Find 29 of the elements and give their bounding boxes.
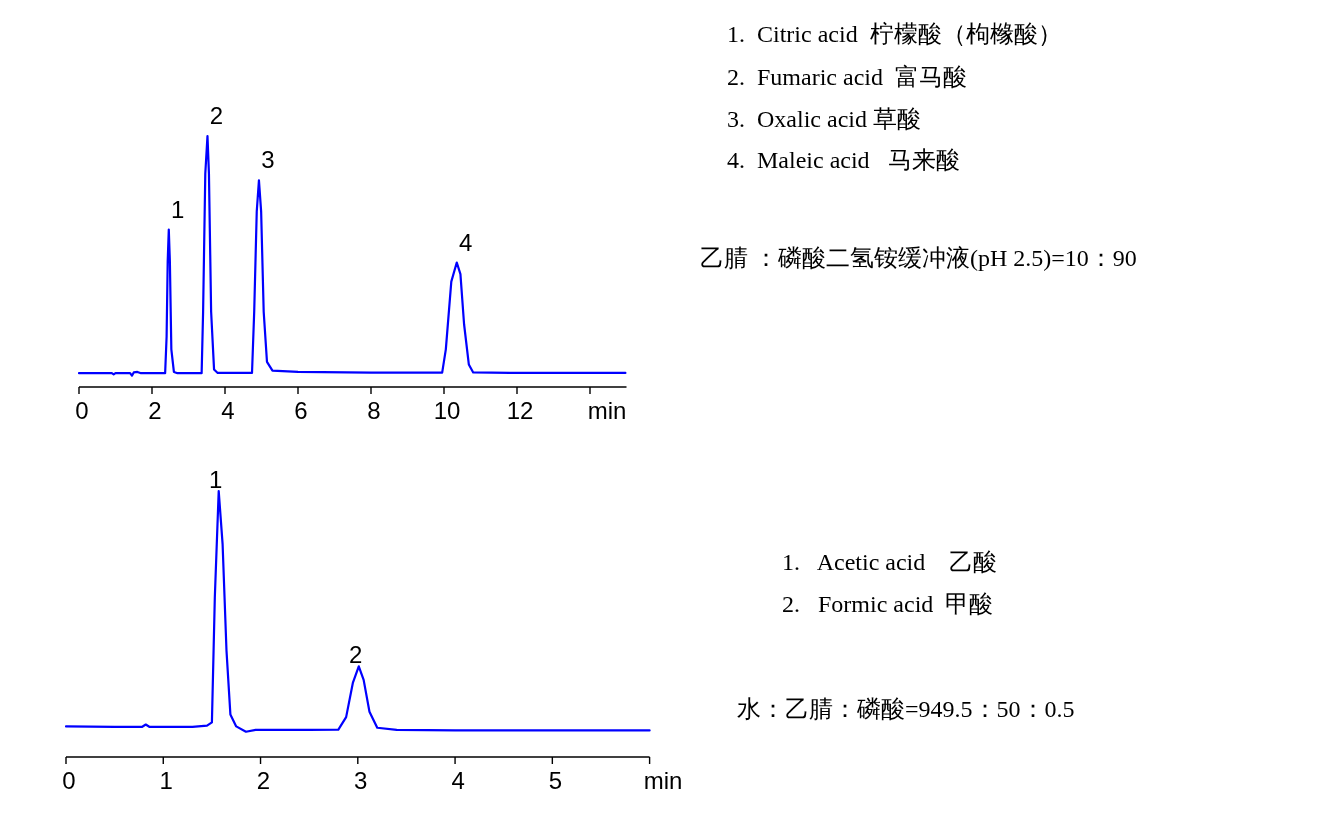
annotation: 1 [171,195,185,223]
annotation: 1 [209,466,223,493]
text: 乙腈 ：磷酸二氢铵缓冲液(pH 2.5)=10：90 [700,245,1137,271]
text: 4. Maleic acid 马来酸 [727,147,960,173]
text: 3. Oxalic acid 草酸 [727,106,921,132]
x-tick-label: 4 [451,767,465,794]
x-tick-label: 2 [256,767,271,794]
x-tick-label: 1 [159,767,173,794]
text: 2. Formic acid 甲酸 [782,591,994,617]
x-tick-label: 0 [62,767,76,794]
x-tick-label: 3 [354,767,368,794]
annotation: 2 [209,102,224,129]
text: 2. Fumaric acid 富马酸 [727,64,967,90]
x-tick-label: 4 [221,397,235,424]
x-tick-label: 8 [367,397,381,424]
x-tick-label: 2 [148,397,162,424]
annotation: 2 [349,641,363,669]
x-tick-label: 6 [294,397,308,424]
text: 1. Citric acid 柠檬酸（枸橼酸） [727,21,1062,47]
annotation: 4 [459,228,473,256]
x-tick-label: 12 [506,397,534,424]
text: 水：乙腈：磷酸=949.5：50：0.5 [737,696,1075,722]
x-axis-title: min [587,397,627,424]
text: 1. Acetic acid 乙酸 [782,549,998,575]
annotation: 3 [261,146,275,174]
x-tick-label: 10 [433,397,461,424]
x-tick-label: 0 [75,397,89,424]
x-tick-label: 5 [548,767,563,794]
x-axis-title: min [643,767,683,794]
